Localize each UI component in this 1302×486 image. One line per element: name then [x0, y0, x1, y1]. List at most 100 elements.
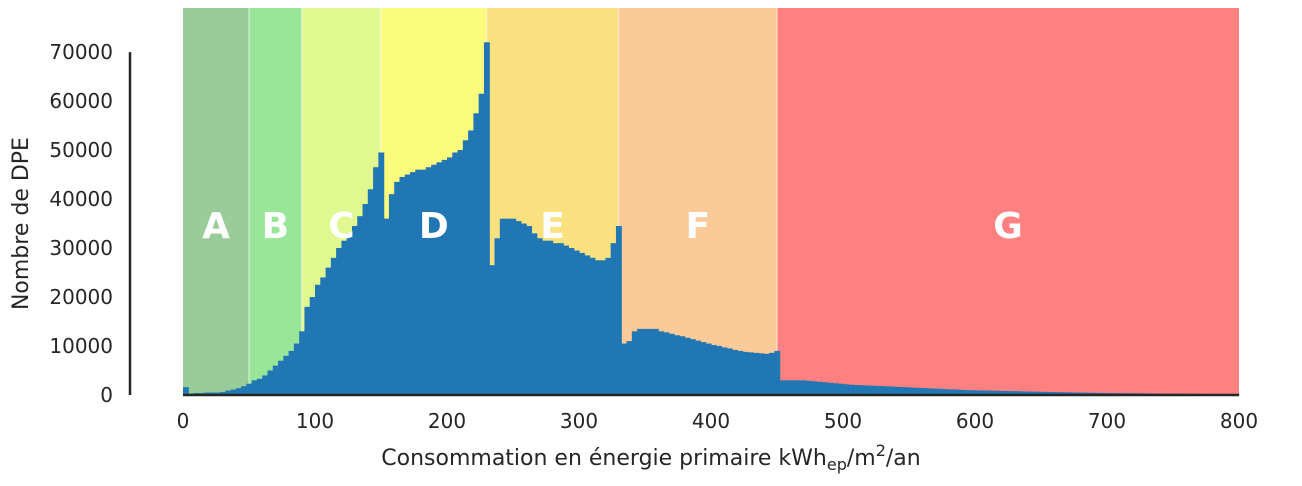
bar: [737, 350, 744, 395]
bar: [705, 343, 712, 395]
bar: [1022, 391, 1029, 395]
bar: [932, 388, 939, 395]
x-tick-label: 200: [428, 409, 466, 433]
bar: [325, 267, 332, 395]
bar: [526, 225, 533, 395]
band-g: [777, 8, 1239, 395]
bar: [758, 353, 765, 395]
band-label-d: D: [419, 206, 449, 247]
bar: [315, 284, 321, 395]
bar: [621, 343, 628, 395]
band-label-f: F: [686, 206, 711, 247]
bar: [547, 240, 554, 395]
bar: [531, 233, 538, 395]
bar: [980, 390, 987, 395]
bar: [542, 240, 548, 395]
bar: [953, 389, 960, 395]
bar: [1006, 391, 1013, 395]
bar: [711, 345, 717, 395]
bar: [499, 218, 506, 395]
bar: [309, 297, 316, 395]
bar: [742, 351, 749, 395]
x-tick-label: 300: [560, 409, 598, 433]
bar: [753, 352, 760, 395]
bar: [821, 382, 828, 395]
bar: [378, 152, 385, 395]
bar: [901, 387, 907, 395]
bar: [668, 333, 675, 395]
bar: [895, 386, 902, 395]
bar: [1027, 391, 1034, 395]
bar: [383, 218, 390, 395]
bar: [505, 218, 511, 395]
bar: [399, 177, 406, 395]
bar: [763, 353, 770, 395]
x-axis-ticks: 0 100 200 300 400 500 600 700 800: [177, 409, 1258, 433]
bar: [246, 383, 253, 395]
bar: [647, 328, 654, 395]
bar: [367, 189, 374, 395]
bar: [373, 167, 379, 395]
bar: [520, 223, 527, 395]
bar: [652, 328, 659, 395]
bar: [557, 243, 564, 395]
band-label-g: G: [993, 206, 1023, 247]
bar: [938, 388, 944, 395]
bar: [1001, 390, 1008, 395]
band-label-b: B: [262, 206, 289, 247]
x-tick-label: 700: [1088, 409, 1126, 433]
bar: [225, 390, 232, 395]
bar: [679, 336, 686, 395]
bar: [1059, 392, 1066, 395]
bar: [563, 245, 570, 395]
bar: [843, 384, 849, 395]
bar: [695, 340, 702, 395]
bar: [462, 140, 469, 395]
bar: [235, 388, 242, 395]
bar: [1048, 392, 1055, 395]
y-tick-label: 30000: [49, 236, 113, 260]
histogram-bars: [183, 42, 1240, 396]
bar: [431, 164, 438, 395]
bar: [579, 252, 585, 395]
x-tick-label: 600: [956, 409, 994, 433]
bar: [441, 159, 448, 395]
bar: [357, 216, 364, 395]
bar: [642, 328, 649, 395]
bar: [594, 260, 601, 395]
bar: [637, 328, 643, 395]
bar: [241, 386, 247, 395]
bar: [684, 337, 691, 395]
bar: [404, 174, 411, 395]
bar: [1033, 391, 1039, 395]
bar: [827, 382, 834, 395]
y-axis-ticks: 0 10000 20000 30000 40000 50000 60000 70000: [49, 40, 113, 407]
bar: [1054, 392, 1061, 395]
bar: [320, 277, 327, 395]
x-tick-label: 800: [1220, 409, 1258, 433]
bar: [959, 389, 966, 395]
bar: [779, 380, 786, 395]
bar: [1064, 392, 1071, 395]
band-label-a: A: [202, 206, 230, 247]
band-b: [249, 8, 302, 395]
bar: [663, 332, 670, 395]
bar: [964, 390, 971, 395]
x-tick-label: 400: [692, 409, 730, 433]
bar: [916, 387, 923, 395]
bar: [990, 390, 997, 395]
bar: [658, 331, 665, 395]
bar: [283, 355, 290, 395]
bar: [885, 386, 892, 395]
bar: [800, 380, 807, 395]
bar: [769, 352, 775, 395]
bar: [927, 388, 934, 395]
bar: [304, 306, 311, 395]
bar: [256, 378, 263, 395]
bar: [1043, 391, 1050, 395]
bar: [515, 221, 522, 395]
bar: [848, 384, 855, 395]
bar: [806, 380, 812, 395]
bar: [288, 350, 295, 395]
